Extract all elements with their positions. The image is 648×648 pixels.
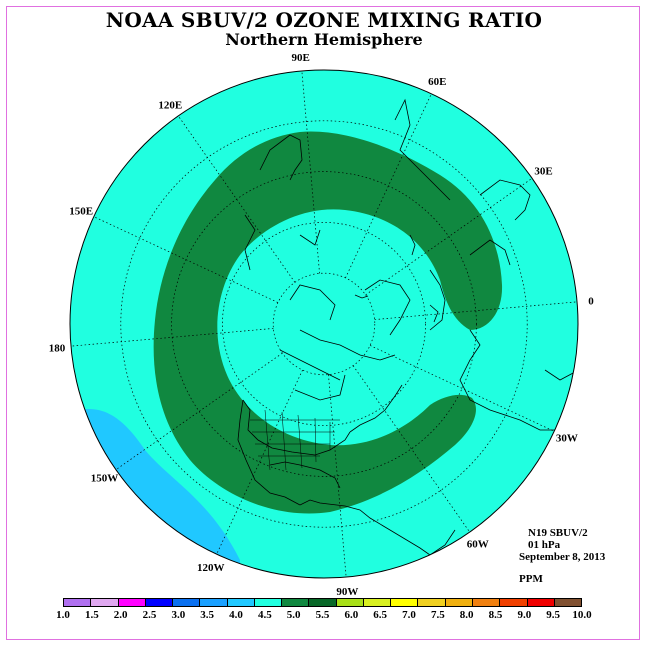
longitude-label: 90E [291, 52, 309, 64]
colorbar-segment [527, 599, 555, 606]
coastlines [237, 98, 576, 556]
longitude-label: 30W [556, 432, 578, 444]
colorbar [63, 598, 582, 607]
colorbar-tick-label: 6.5 [373, 609, 388, 621]
longitude-label: 120E [158, 99, 182, 111]
longitude-labels: 90E 60E 30E 0 30W 60W 90W 120W 150W 180 150E 120E [49, 52, 594, 598]
meridian-line [216, 369, 303, 555]
colorbar-tick-label: 4.0 [229, 609, 243, 621]
colorbar-tick-label: 7.0 [402, 609, 416, 621]
meridian-line [328, 374, 347, 578]
colorbar-tick-label: 5.0 [286, 609, 301, 621]
colorbar-segment [282, 599, 310, 606]
colorbar-tick-label: 3.0 [171, 609, 186, 621]
colorbar-segment [91, 599, 119, 606]
colorbar-segment [118, 599, 146, 606]
satellite-label: N19 SBUV/2 [528, 527, 588, 539]
colorbar-segment [173, 599, 201, 606]
colorbar-tick-label: 1.5 [84, 609, 99, 621]
longitude-label: 120W [197, 562, 225, 574]
colorbar-tick-label: 8.5 [488, 609, 503, 621]
latitude-circle [171, 171, 477, 477]
high-mixing-band [153, 131, 503, 514]
meridian-line [301, 70, 320, 274]
colorbar-tick-label: 9.5 [546, 609, 561, 621]
colorbar-segment [500, 599, 528, 606]
colorbar-segment [391, 599, 419, 606]
meridian-line [365, 178, 533, 296]
colorbar-tick-labels: 1.0 1.5 2.0 2.5 3.0 3.5 4.0 4.5 5.0 5.5 6.0 6.5 7.0 7… [0, 609, 648, 623]
latitude-circle [272, 272, 376, 376]
colorbar-segment [254, 599, 283, 606]
units-label: PPM [519, 573, 543, 585]
longitude-label: 150E [69, 206, 93, 218]
meridian-line [93, 216, 279, 303]
longitude-label: 60E [428, 76, 446, 88]
colorbar-tick-label: 7.5 [430, 609, 445, 621]
colorbar-segment [64, 599, 92, 606]
longitude-label: 30E [534, 165, 552, 177]
longitude-label: 180 [49, 342, 66, 354]
meridian-line [374, 301, 578, 320]
colorbar-tick-label: 4.5 [257, 609, 272, 621]
colorbar-tick-label: 10.0 [572, 609, 592, 621]
chart-title: NOAA SBUV/2 OZONE MIXING RATIO [105, 8, 543, 32]
colorbar-segment [200, 599, 228, 606]
colorbar-segment [336, 599, 364, 606]
colorbar-tick-label: 1.0 [56, 609, 70, 621]
latitude-circle [120, 120, 528, 528]
colorbar-segment [445, 599, 473, 606]
map-boundary [69, 69, 579, 579]
longitude-label: 0 [588, 296, 594, 308]
longitude-label: 60W [467, 539, 489, 551]
colorbar-segment [145, 599, 174, 606]
colorbar-segment [363, 599, 392, 606]
date-label: September 8, 2013 [519, 551, 606, 563]
colorbar-tick-label: 2.0 [113, 609, 128, 621]
colorbar-segment [472, 599, 501, 606]
meridian-line [178, 115, 296, 283]
colorbar-segment [227, 599, 255, 606]
plot-frame [6, 6, 640, 640]
colorbar-tick-label: 6.0 [344, 609, 359, 621]
meridian-line [115, 352, 283, 470]
graticule [70, 70, 578, 578]
meridian-line [369, 345, 555, 432]
colorbar-segment [309, 599, 337, 606]
state-boundaries [250, 409, 340, 471]
pressure-level-label: 01 hPa [528, 539, 561, 551]
colorbar-tick-label: 2.5 [142, 609, 157, 621]
colorbar-tick-label: 9.0 [517, 609, 532, 621]
meridian-line [352, 365, 470, 533]
colorbar-tick-label: 8.0 [459, 609, 474, 621]
colorbar-tick-label: 3.5 [200, 609, 215, 621]
meridian-line [345, 93, 432, 279]
colorbar-tick-label: 5.5 [315, 609, 330, 621]
chart-subtitle: Northern Hemisphere [225, 30, 423, 49]
longitude-label: 90W [336, 586, 358, 598]
longitude-label: 150W [91, 473, 119, 485]
colorbar-segment [418, 599, 446, 606]
latitude-circle [222, 222, 426, 426]
meridian-line [70, 328, 274, 347]
colorbar-segment [554, 599, 582, 606]
